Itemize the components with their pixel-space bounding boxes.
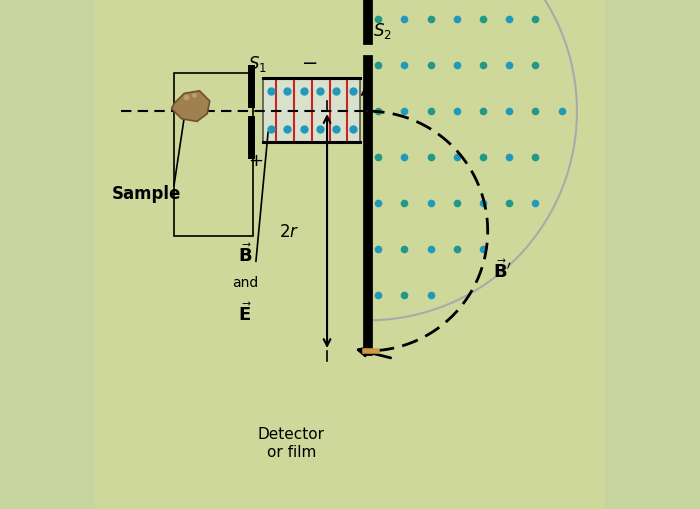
Text: $2r$: $2r$ (279, 222, 299, 241)
Text: $S_2$: $S_2$ (373, 20, 392, 41)
Bar (174, 74, 253, 237)
Text: Detector
or film: Detector or film (258, 427, 325, 459)
Bar (263, 79, 360, 143)
Text: $+$: $+$ (248, 151, 263, 169)
Text: Sample: Sample (111, 184, 181, 203)
Text: $\vec{\mathbf{B}}'$: $\vec{\mathbf{B}}'$ (494, 259, 512, 281)
Text: and: and (232, 275, 258, 290)
Text: $S_1$: $S_1$ (248, 54, 267, 74)
Polygon shape (172, 92, 210, 122)
Text: $-$: $-$ (301, 51, 317, 71)
Text: $\vec{\mathbf{E}}$: $\vec{\mathbf{E}}$ (239, 302, 253, 324)
Text: $\vec{\mathbf{B}}$: $\vec{\mathbf{B}}$ (238, 243, 253, 266)
